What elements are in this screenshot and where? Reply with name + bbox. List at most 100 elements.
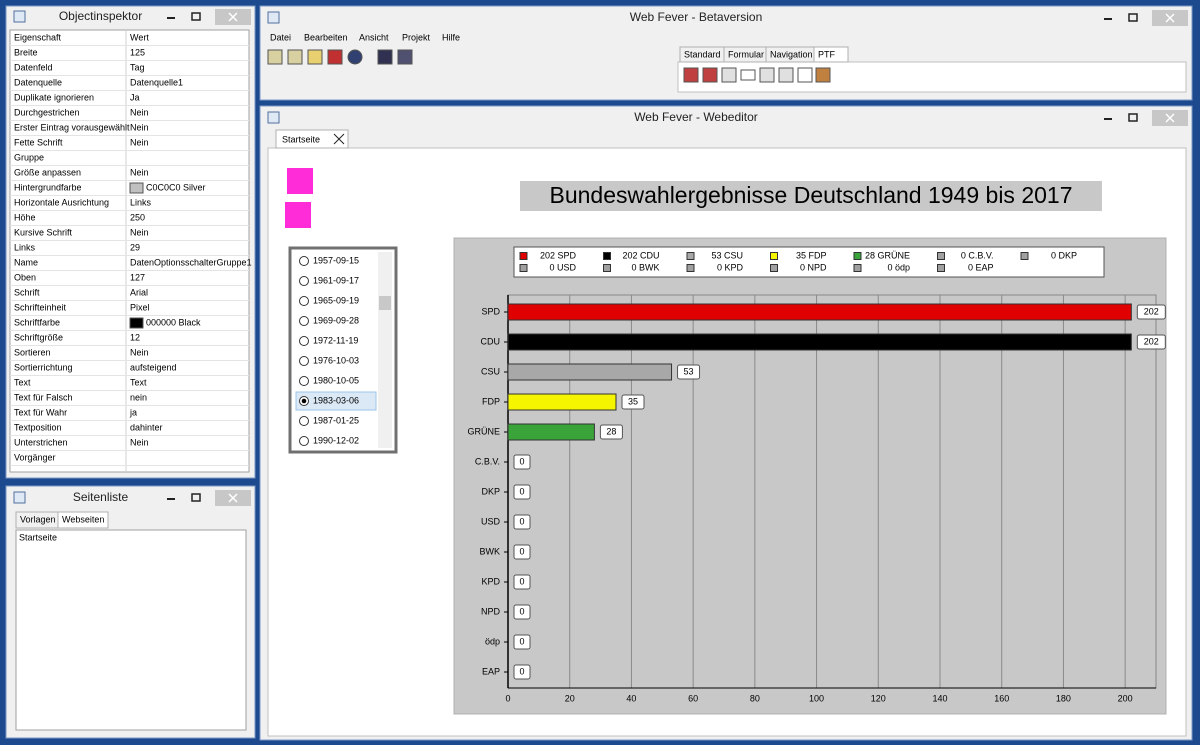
radio-button[interactable] (299, 336, 309, 346)
radio-label[interactable]: 1987-01-25 (313, 415, 359, 425)
tool-icon[interactable] (721, 67, 737, 83)
tab-label[interactable]: Formular (728, 49, 764, 59)
maximize-button[interactable] (191, 493, 201, 502)
property-value[interactable]: 127 (130, 272, 145, 282)
property-name: Schrifteinheit (14, 302, 67, 312)
radio-label[interactable]: 1980-10-05 (313, 375, 359, 385)
property-value[interactable]: Ja (130, 92, 140, 102)
property-value[interactable]: Nein (130, 347, 149, 357)
tab-label[interactable]: Vorlagen (20, 514, 56, 524)
radio-button[interactable] (299, 436, 309, 446)
property-value[interactable]: Datenquelle1 (130, 77, 183, 87)
property-value[interactable]: Text (130, 377, 147, 387)
color-swatch (129, 182, 144, 194)
x-tick-label: 100 (809, 693, 824, 703)
property-value[interactable]: 12 (130, 332, 140, 342)
property-value[interactable]: Wert (130, 32, 149, 42)
component-icon[interactable] (285, 202, 311, 228)
legend-label: 202 SPD (540, 250, 577, 260)
scroll-thumb[interactable] (379, 296, 391, 310)
tool-icon[interactable] (347, 49, 363, 65)
menu-item[interactable]: Projekt (402, 32, 431, 42)
tab[interactable] (275, 129, 349, 149)
property-value[interactable]: 125 (130, 47, 145, 57)
radio-label[interactable]: 1990-12-02 (313, 435, 359, 445)
component-icon[interactable] (287, 168, 313, 194)
maximize-button[interactable] (1128, 13, 1138, 22)
property-value[interactable]: ja (129, 407, 137, 417)
x-tick-label: 60 (688, 693, 698, 703)
tab-label[interactable]: PTF (818, 49, 836, 59)
property-value[interactable]: Nein (130, 122, 149, 132)
radio-button[interactable] (299, 316, 309, 326)
property-value[interactable]: Pixel (130, 302, 150, 312)
menu-item[interactable]: Ansicht (359, 32, 389, 42)
property-name: Unterstrichen (14, 437, 68, 447)
menu-item[interactable]: Bearbeiten (304, 32, 348, 42)
radio-label[interactable]: 1969-09-28 (313, 315, 359, 325)
tool-icon[interactable] (307, 49, 323, 65)
tab-label[interactable]: Startseite (282, 134, 320, 144)
bar (507, 333, 1132, 351)
scrollbar[interactable] (378, 252, 392, 448)
window-icon (267, 111, 280, 124)
radio-label[interactable]: 1972-11-19 (313, 335, 358, 345)
property-value[interactable]: Links (130, 197, 152, 207)
radio-button[interactable] (299, 296, 309, 306)
menu-item[interactable]: Hilfe (442, 32, 460, 42)
tab-close[interactable] (333, 133, 345, 145)
tool-icon[interactable] (397, 49, 413, 65)
radio-label[interactable]: 1965-09-19 (313, 295, 359, 305)
tool-icon[interactable] (702, 67, 718, 83)
radio-button[interactable] (299, 376, 309, 386)
tool-icon[interactable] (740, 69, 756, 81)
tab-label[interactable]: Standard (684, 49, 721, 59)
property-value[interactable]: 000000 Black (146, 317, 201, 327)
property-name: Erster Eintrag vorausgewählt (14, 122, 130, 132)
page-item[interactable]: Startseite (19, 532, 57, 542)
maximize-button[interactable] (1128, 113, 1138, 122)
maximize-button[interactable] (191, 12, 201, 21)
radio-button[interactable] (299, 276, 309, 286)
property-value[interactable]: Nein (130, 437, 149, 447)
property-value[interactable]: 29 (130, 242, 140, 252)
property-value[interactable]: Arial (130, 287, 148, 297)
property-value[interactable]: DatenOptionsschalterGruppe1 (130, 257, 252, 267)
tool-icon[interactable] (778, 67, 794, 83)
tab[interactable] (813, 46, 849, 63)
legend-swatch (853, 252, 862, 260)
tool-icon[interactable] (759, 67, 775, 83)
property-value[interactable]: Nein (130, 107, 149, 117)
data-label: 0 (519, 516, 524, 526)
radio-button[interactable] (299, 356, 309, 366)
tool-icon[interactable] (683, 67, 699, 83)
property-value[interactable]: dahinter (130, 422, 163, 432)
tab-label[interactable]: Navigation (770, 49, 813, 59)
radio-label[interactable]: 1983-03-06 (313, 395, 359, 405)
tool-icon[interactable] (267, 49, 283, 65)
property-value[interactable]: Nein (130, 137, 149, 147)
radio-label[interactable]: 1976-10-03 (313, 355, 359, 365)
property-value[interactable]: C0C0C0 Silver (146, 182, 206, 192)
tool-icon[interactable] (377, 49, 393, 65)
radio-button[interactable] (299, 256, 309, 266)
property-value[interactable]: Nein (130, 227, 149, 237)
data-label-box (513, 484, 531, 500)
menu-item[interactable]: Datei (270, 32, 291, 42)
radio-label[interactable]: 1957-09-15 (313, 255, 359, 265)
tool-icon[interactable] (287, 49, 303, 65)
tab-label[interactable]: Webseiten (62, 514, 104, 524)
tab[interactable] (57, 511, 109, 529)
property-name: Datenquelle (14, 77, 62, 87)
tool-icon[interactable] (327, 49, 343, 65)
property-value[interactable]: aufsteigend (130, 362, 177, 372)
property-value[interactable]: 250 (130, 212, 145, 222)
property-value[interactable]: Tag (130, 62, 145, 72)
radio-label[interactable]: 1961-09-17 (313, 275, 359, 285)
tool-icon[interactable] (815, 67, 831, 83)
property-value[interactable]: Nein (130, 167, 149, 177)
radio-button[interactable] (299, 416, 309, 426)
property-name: Schriftgröße (14, 332, 63, 342)
tool-icon[interactable] (797, 67, 813, 83)
property-value[interactable]: nein (130, 392, 147, 402)
